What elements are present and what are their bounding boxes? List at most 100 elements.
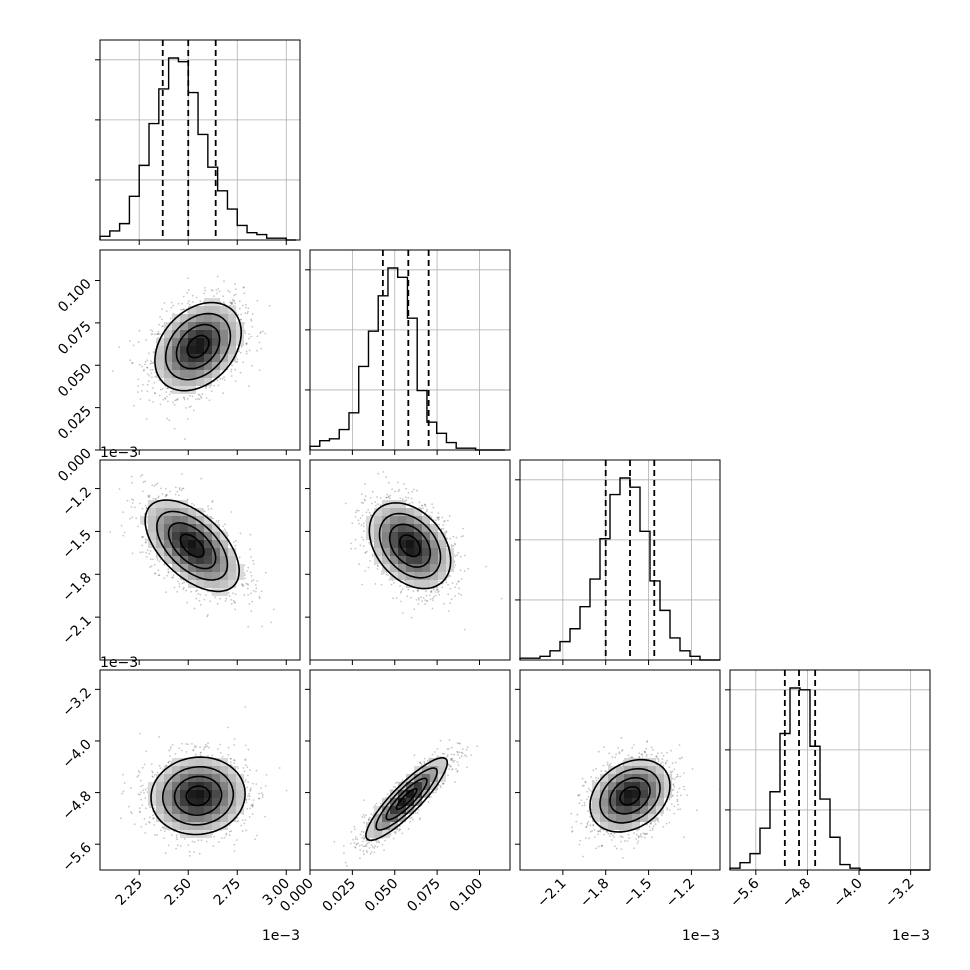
sample-point bbox=[445, 530, 448, 533]
sample-point bbox=[157, 495, 160, 498]
sample-point bbox=[129, 340, 131, 342]
sample-point bbox=[430, 516, 433, 518]
density-cell bbox=[188, 306, 196, 314]
sample-point bbox=[244, 332, 247, 334]
sample-point bbox=[424, 603, 426, 605]
density-cell bbox=[164, 524, 172, 532]
sample-point bbox=[407, 496, 410, 499]
sample-point bbox=[382, 471, 385, 473]
contour-level-1 bbox=[167, 522, 217, 570]
sample-point bbox=[367, 566, 370, 569]
panel-background bbox=[310, 250, 510, 450]
sample-point bbox=[155, 555, 158, 558]
sample-point bbox=[417, 603, 420, 605]
sample-point bbox=[232, 599, 235, 602]
density-cell bbox=[156, 346, 164, 354]
histogram-step-1 bbox=[309, 267, 505, 451]
sample-point bbox=[185, 407, 188, 409]
sample-point bbox=[230, 375, 233, 377]
sample-point bbox=[400, 590, 403, 593]
density-cell bbox=[204, 540, 212, 548]
sample-point bbox=[145, 556, 148, 558]
sample-point bbox=[219, 378, 222, 380]
sample-point bbox=[181, 308, 184, 311]
sample-point bbox=[129, 517, 132, 520]
sample-point bbox=[157, 569, 160, 572]
sample-point bbox=[230, 368, 233, 371]
sample-point bbox=[433, 588, 435, 591]
density-cell bbox=[196, 572, 204, 580]
density-cell bbox=[204, 346, 212, 354]
sample-point bbox=[168, 419, 171, 422]
sample-point bbox=[141, 551, 144, 553]
density-cell bbox=[212, 580, 220, 588]
sample-point bbox=[157, 330, 160, 333]
sample-point bbox=[389, 497, 391, 500]
sample-point bbox=[152, 401, 154, 403]
sample-point bbox=[234, 283, 236, 286]
sample-point bbox=[139, 502, 142, 505]
sample-point bbox=[460, 535, 463, 538]
sample-point bbox=[191, 294, 194, 297]
sample-point bbox=[171, 576, 174, 579]
sample-point bbox=[169, 390, 172, 393]
density-cell bbox=[196, 330, 204, 338]
sample-point bbox=[217, 519, 220, 522]
sample-point bbox=[160, 388, 162, 391]
sample-point bbox=[146, 366, 149, 369]
sample-point bbox=[241, 583, 244, 586]
sample-point bbox=[449, 537, 451, 540]
density-cell bbox=[212, 532, 220, 540]
density-cell bbox=[180, 338, 188, 346]
sample-point bbox=[393, 582, 395, 584]
sample-point bbox=[150, 362, 153, 365]
sample-point bbox=[361, 536, 363, 539]
sample-point bbox=[246, 570, 249, 572]
density-cell bbox=[204, 306, 212, 314]
sample-point bbox=[165, 391, 168, 393]
sample-point bbox=[362, 522, 365, 525]
sample-point bbox=[431, 607, 434, 610]
sample-point bbox=[131, 516, 134, 519]
sample-point bbox=[192, 409, 195, 412]
sample-point bbox=[196, 589, 198, 592]
density-cell bbox=[196, 346, 204, 354]
sample-point bbox=[170, 306, 173, 309]
density-panel-2-0 bbox=[99, 459, 301, 661]
sample-point bbox=[242, 361, 245, 364]
sample-point bbox=[217, 384, 220, 387]
sample-point bbox=[441, 586, 443, 589]
sample-point bbox=[230, 598, 233, 601]
sample-point bbox=[170, 301, 173, 304]
sample-point bbox=[400, 600, 402, 603]
sample-point bbox=[386, 493, 389, 496]
density-cell bbox=[180, 322, 188, 330]
density-cell bbox=[204, 330, 212, 338]
density-cell bbox=[156, 338, 164, 346]
density-cell bbox=[196, 532, 204, 540]
sample-point bbox=[369, 560, 371, 562]
sample-point bbox=[206, 514, 209, 517]
sample-point bbox=[239, 371, 242, 374]
sample-point bbox=[390, 583, 393, 586]
sample-point bbox=[231, 298, 234, 301]
sample-point bbox=[131, 498, 133, 501]
sample-point bbox=[213, 384, 216, 387]
sample-point bbox=[248, 349, 251, 352]
sample-point bbox=[344, 502, 347, 505]
sample-point bbox=[230, 302, 233, 305]
sample-point bbox=[137, 341, 140, 344]
sample-point bbox=[141, 473, 144, 476]
sample-point bbox=[167, 570, 170, 573]
sample-point bbox=[250, 556, 253, 558]
sample-point bbox=[243, 594, 246, 597]
sample-point bbox=[159, 316, 162, 318]
density-cell bbox=[164, 354, 172, 362]
contour-level-1 bbox=[175, 323, 221, 370]
sample-point bbox=[176, 398, 179, 400]
sample-point bbox=[200, 395, 202, 398]
sample-point bbox=[408, 502, 411, 505]
sample-point bbox=[405, 499, 408, 501]
sample-point bbox=[259, 332, 262, 334]
sample-point bbox=[500, 597, 503, 600]
